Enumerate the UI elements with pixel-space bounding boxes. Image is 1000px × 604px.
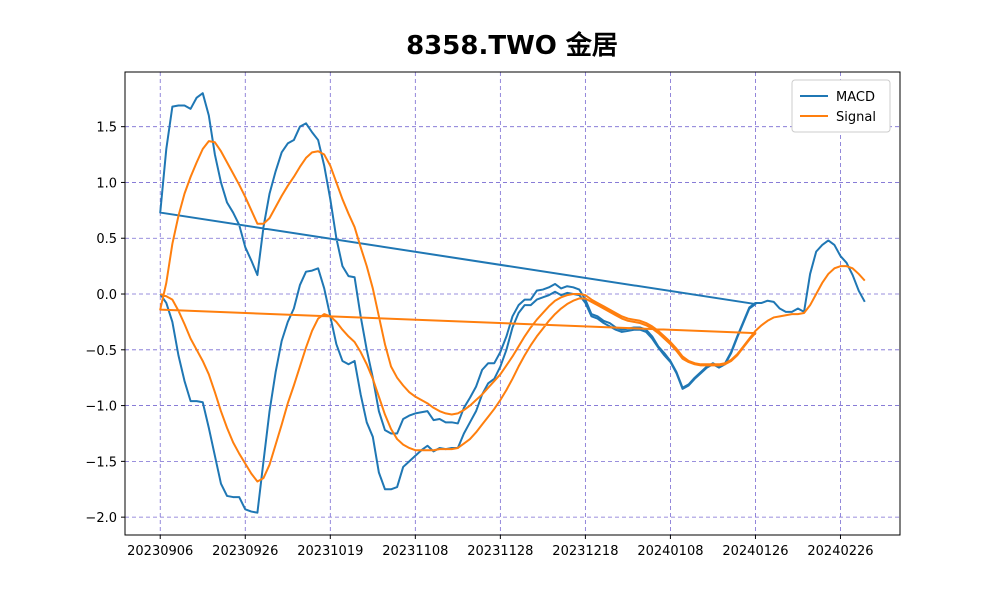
legend: MACD Signal	[791, 79, 891, 133]
y-tick-label: −2.0	[85, 511, 117, 526]
x-tick-label: 20240226	[807, 544, 873, 559]
y-tick-label: −0.5	[85, 344, 117, 359]
x-tick-label: 20231218	[552, 544, 618, 559]
y-tick-label: 0.0	[96, 288, 117, 303]
legend-label: MACD	[836, 90, 875, 105]
y-tick-label: −1.0	[85, 400, 117, 415]
x-tick-label: 20230926	[212, 544, 278, 559]
chart-title: 8358.TWO 金居	[406, 30, 618, 61]
plot-area: −2.0 −1.5 −1.0 −0.5 0.0 0.5 1.0 1.5 20230906 2023…	[85, 72, 900, 559]
legend-label: Signal	[836, 110, 876, 125]
x-tick-label: 20240108	[637, 544, 703, 559]
x-tick-label: 20231128	[467, 544, 533, 559]
series-line	[159, 92, 866, 514]
y-tick-label: 1.0	[96, 176, 117, 191]
y-tick-label: 1.5	[96, 121, 117, 136]
x-tick-label: 20240126	[722, 544, 788, 559]
x-tick-label: 20231108	[382, 544, 448, 559]
legend-box	[791, 79, 891, 133]
y-tick-label: 0.5	[96, 232, 117, 247]
axes-frame	[124, 71, 901, 536]
x-tick-label: 20231019	[297, 544, 363, 559]
x-tick-label: 20230906	[127, 544, 193, 559]
series-line	[159, 140, 866, 483]
y-tick-label: −1.5	[85, 455, 117, 470]
